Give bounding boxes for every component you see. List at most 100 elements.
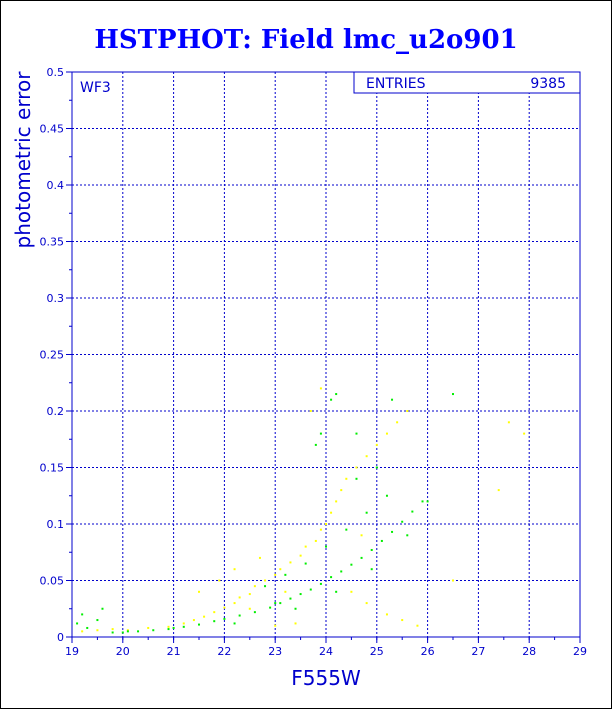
data-point-green bbox=[330, 398, 333, 401]
data-point-green bbox=[406, 534, 409, 537]
data-point-yellow bbox=[406, 410, 409, 412]
data-point-yellow bbox=[218, 579, 221, 582]
data-point-green bbox=[350, 563, 353, 566]
data-point-green bbox=[198, 623, 200, 626]
stats-box-border bbox=[353, 71, 581, 94]
y-tick-label: 0.45 bbox=[40, 123, 65, 136]
x-axis-ticks: 19 20 21 22 23 24 25 26 27 28 29 bbox=[65, 637, 587, 658]
data-point-yellow bbox=[299, 554, 302, 557]
data-point-green bbox=[452, 393, 454, 396]
data-point-green bbox=[335, 393, 338, 396]
data-point-yellow bbox=[294, 622, 297, 625]
data-point-green bbox=[401, 520, 404, 523]
data-point-yellow bbox=[147, 626, 150, 629]
data-point-yellow bbox=[365, 455, 368, 458]
data-point-yellow bbox=[452, 579, 454, 582]
data-point-yellow bbox=[365, 602, 368, 605]
data-point-green bbox=[167, 628, 170, 631]
data-point-green bbox=[223, 617, 226, 620]
data-point-green bbox=[330, 576, 333, 579]
grid-lines bbox=[72, 72, 580, 637]
x-tick-label: 20 bbox=[116, 645, 130, 658]
y-axis-ticks: 0 0.05 0.1 0.15 0.2 0.25 0.3 0.35 0.4 0.45 0.5 bbox=[40, 66, 72, 644]
data-point-yellow bbox=[203, 615, 206, 618]
data-point-yellow bbox=[350, 590, 353, 593]
x-tick-label: 23 bbox=[268, 645, 282, 658]
data-point-yellow bbox=[335, 500, 338, 503]
x-tick-label: 24 bbox=[319, 645, 333, 658]
data-point-green bbox=[370, 548, 373, 551]
data-point-yellow bbox=[279, 568, 282, 571]
data-point-green bbox=[375, 466, 378, 469]
data-point-green bbox=[299, 593, 302, 596]
chart-title: HSTPHOT: Field lmc_u2o901 bbox=[94, 25, 517, 55]
data-point-yellow bbox=[396, 421, 399, 424]
data-point-green bbox=[213, 620, 216, 623]
data-point-yellow bbox=[248, 607, 251, 610]
data-point-yellow bbox=[330, 511, 333, 514]
y-tick-label: 0.4 bbox=[47, 179, 65, 192]
data-point-green bbox=[233, 622, 236, 625]
data-point-green bbox=[279, 602, 282, 605]
x-tick-label: 22 bbox=[217, 645, 231, 658]
y-tick-label: 0.05 bbox=[40, 575, 65, 588]
data-point-green bbox=[380, 539, 383, 542]
data-point-yellow bbox=[375, 443, 378, 446]
y-tick-label: 0.2 bbox=[47, 405, 65, 418]
data-point-yellow bbox=[507, 421, 510, 424]
data-point-green bbox=[253, 611, 256, 614]
data-point-green bbox=[355, 432, 358, 435]
data-point-yellow bbox=[213, 611, 216, 614]
data-point-green bbox=[137, 630, 140, 633]
data-point-yellow bbox=[111, 628, 114, 631]
data-point-green bbox=[76, 622, 79, 625]
data-point-green bbox=[96, 619, 99, 622]
data-point-yellow bbox=[126, 629, 129, 632]
data-point-green bbox=[111, 631, 114, 634]
y-tick-label: 0.3 bbox=[47, 292, 65, 305]
data-point-yellow bbox=[96, 629, 99, 632]
data-point-green bbox=[264, 585, 267, 588]
data-point-yellow bbox=[325, 523, 327, 525]
data-point-green bbox=[335, 590, 338, 593]
data-point-green bbox=[365, 511, 368, 514]
data-point-green bbox=[314, 443, 317, 446]
x-tick-label: 25 bbox=[370, 645, 384, 658]
data-point-green bbox=[325, 545, 327, 548]
data-point-yellow bbox=[167, 625, 170, 628]
data-point-green bbox=[421, 500, 424, 503]
data-point-yellow bbox=[233, 602, 236, 605]
data-point-green bbox=[426, 500, 429, 503]
x-tick-label: 26 bbox=[421, 645, 435, 658]
data-point-green bbox=[360, 556, 363, 559]
data-point-yellow bbox=[233, 568, 236, 571]
y-tick-label: 0.35 bbox=[40, 236, 65, 249]
data-point-yellow bbox=[264, 579, 267, 582]
data-point-yellow bbox=[253, 585, 256, 588]
data-point-green bbox=[340, 570, 343, 573]
data-point-yellow bbox=[304, 545, 307, 548]
data-point-green bbox=[385, 494, 388, 497]
data-point-green bbox=[304, 562, 307, 565]
data-point-yellow bbox=[238, 596, 241, 599]
data-point-yellow bbox=[289, 561, 292, 564]
data-point-yellow bbox=[385, 613, 388, 616]
data-point-yellow bbox=[223, 606, 226, 609]
x-tick-label: 27 bbox=[471, 645, 485, 658]
data-point-green bbox=[391, 398, 394, 401]
y-tick-label: 0.5 bbox=[47, 66, 65, 79]
chip-label: WF3 bbox=[80, 80, 111, 96]
data-point-green bbox=[391, 530, 394, 533]
y-tick-label: 0 bbox=[57, 631, 64, 644]
stats-entries-value: 9385 bbox=[530, 76, 566, 92]
data-point-yellow bbox=[274, 624, 277, 627]
data-point-yellow bbox=[192, 619, 195, 622]
data-points bbox=[76, 387, 526, 634]
data-point-yellow bbox=[319, 387, 322, 390]
data-point-yellow bbox=[309, 410, 312, 412]
data-point-green bbox=[294, 607, 297, 610]
data-point-yellow bbox=[258, 556, 261, 559]
y-axis-label: photometric error bbox=[11, 71, 35, 249]
data-point-yellow bbox=[385, 432, 388, 435]
